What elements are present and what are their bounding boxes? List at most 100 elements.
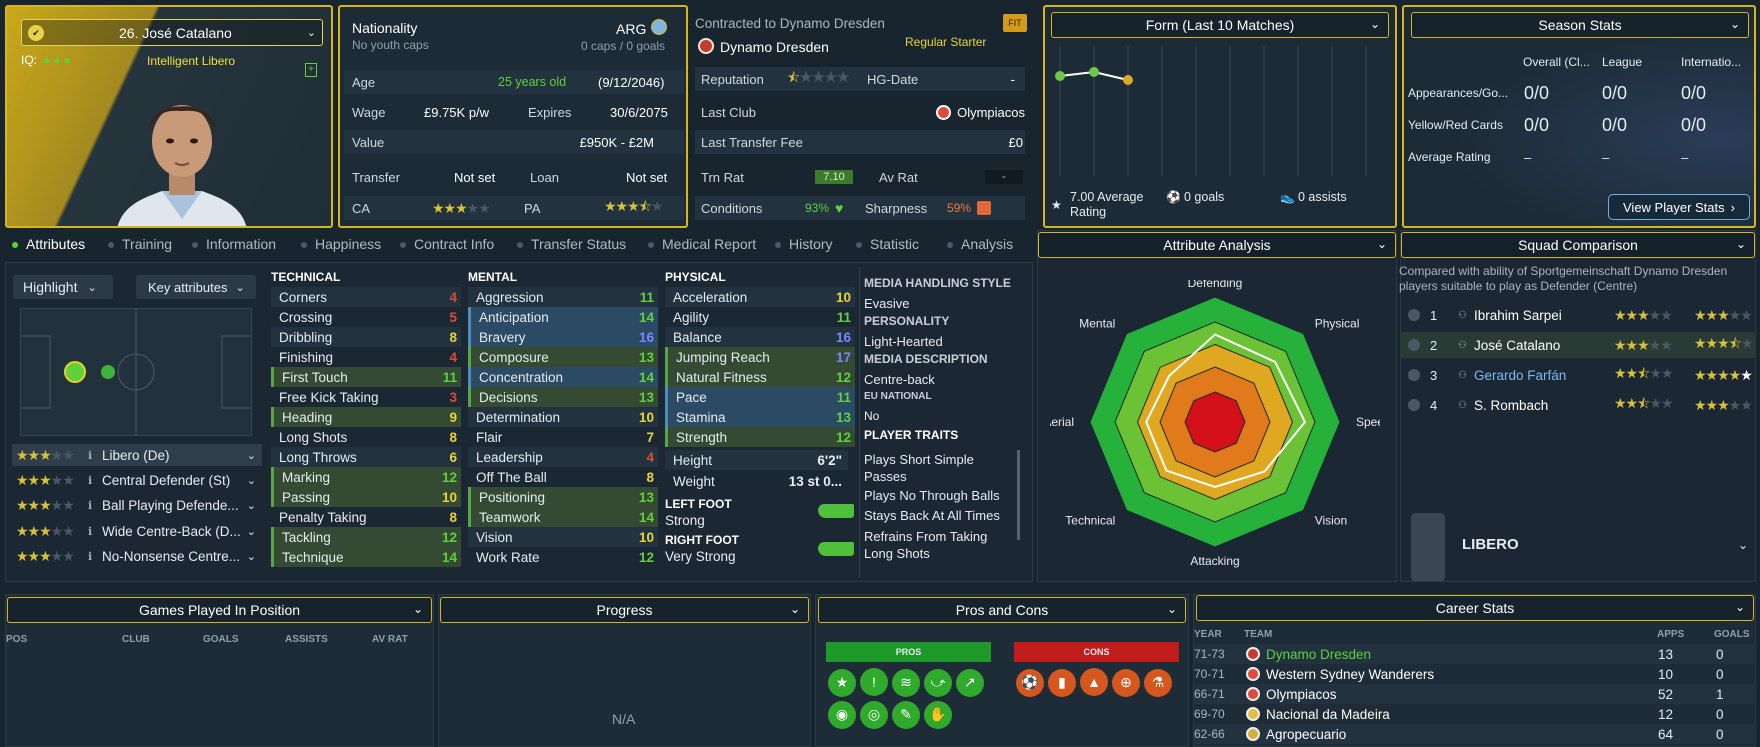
career-apps: 64 (1658, 726, 1674, 742)
person-icon: ⚇ (1458, 309, 1467, 321)
expires-label: Expires (528, 104, 572, 120)
attribute-name: Penalty Taking (279, 509, 367, 525)
season-value: – (1681, 150, 1689, 165)
career-team[interactable]: Nacional da Madeira (1266, 706, 1390, 722)
attribute-row: Jumping Reach 17 (665, 347, 855, 367)
games-dropdown[interactable]: Games Played In Position ⌄ (7, 597, 432, 623)
form-point[interactable] (1055, 71, 1065, 81)
squad-ca-stars: ★★★★★ (1614, 306, 1673, 323)
radar-axis-label: Vision (1315, 513, 1347, 527)
career-row: 70-71 Western Sydney Wanderers 10 0 (1194, 664, 1754, 684)
squad-row[interactable]: 1 ⚇ Ibrahim Sarpei ★★★★★ ★★★★★ (1400, 302, 1756, 328)
career-goals: 0 (1716, 646, 1724, 662)
highlight-label: Highlight (23, 279, 78, 295)
radio-icon[interactable] (1408, 339, 1420, 351)
career-dropdown[interactable]: Career Stats ⌄ (1196, 595, 1754, 621)
squad-ca-stars: ★★⯪★★ (1614, 365, 1673, 381)
squad-description: Compared with ability of Sportgemeinscha… (1399, 264, 1728, 293)
attribute-name: Heading (282, 409, 333, 425)
tab-information[interactable]: Information (192, 236, 276, 252)
pros-cons-dropdown[interactable]: Pros and Cons ⌄ (818, 597, 1186, 623)
radio-icon[interactable] (1408, 309, 1420, 321)
squad-row[interactable]: 3 ⚇ Gerardo Farfán ★★⯪★★ ★★★★★ (1400, 362, 1756, 388)
chevron-down-icon: ⌄ (87, 281, 97, 294)
attribute-value: 10 (638, 529, 654, 545)
traits-scrollbar[interactable] (1017, 450, 1020, 540)
chevron-down-icon[interactable]: ⌄ (1738, 538, 1749, 552)
alert-ball-icon: ! (860, 668, 888, 696)
tab-transfer-status[interactable]: Transfer Status (517, 236, 626, 252)
shortlist-icon[interactable]: + (305, 63, 317, 77)
tab-happiness[interactable]: Happiness (301, 236, 381, 252)
tab-contract-info[interactable]: Contract Info (400, 236, 494, 252)
season-value: 0/0 (1681, 115, 1707, 135)
tab-history[interactable]: History (775, 236, 833, 252)
attribute-analysis-dropdown[interactable]: Attribute Analysis ⌄ (1038, 232, 1396, 258)
progress-title: Progress (596, 602, 653, 618)
form-point[interactable] (1123, 75, 1133, 85)
form-average: 7.00 Average Rating (1070, 190, 1144, 219)
nation-code: ARG (616, 21, 647, 37)
attribute-row: Flair 7 (468, 427, 658, 447)
season-dropdown[interactable]: Season Stats ⌄ (1411, 12, 1749, 38)
form-point[interactable] (1089, 67, 1099, 77)
role-row[interactable]: ★★★★★ ℹ Central Defender (St) ⌄ (12, 469, 262, 491)
eu-value: No (864, 409, 880, 423)
attribute-name: Technique (282, 549, 344, 565)
attribute-name: Pace (676, 389, 707, 405)
attribute-value: 8 (449, 509, 457, 525)
person-icon: ⚇ (1458, 369, 1467, 381)
team-crest-icon (1246, 707, 1260, 721)
attribute-name: Jumping Reach (676, 349, 770, 365)
attribute-name: Leadership (476, 449, 543, 465)
attribute-name: Strength (676, 429, 728, 445)
radio-icon[interactable] (1408, 399, 1420, 411)
age-row: Age 25 years old (9/12/2046) (344, 70, 684, 94)
role-row[interactable]: ★★★★★ ℹ No-Nonsense Centre... ⌄ (12, 545, 262, 567)
mental-heading: MENTAL (468, 270, 518, 284)
squad-player-name[interactable]: José Catalano (1474, 337, 1561, 353)
highlight-dropdown[interactable]: Highlight ⌄ (13, 275, 113, 299)
weight-row: Weight 13 st 0... (665, 471, 848, 491)
attribute-value: 3 (449, 389, 457, 405)
attribute-name: Positioning (479, 489, 546, 505)
loan-label: Loan (530, 169, 559, 185)
wage-row: Wage £9.75K p/w Expires 30/6/2075 (344, 101, 684, 123)
key-attributes-dropdown[interactable]: Key attributes ⌄ (136, 275, 256, 299)
career-team[interactable]: Agropecuario (1266, 726, 1347, 742)
fee-row: Last Transfer Fee £0 (695, 130, 1025, 154)
role-row[interactable]: ★★★★★ ℹ Wide Centre-Back (D... ⌄ (12, 520, 262, 542)
attribute-value: 4 (449, 349, 457, 365)
squad-comparison-dropdown[interactable]: Squad Comparison ⌄ (1401, 232, 1755, 258)
chevron-down-icon: ⌄ (789, 602, 800, 616)
squad-row[interactable]: 2 ⚇ José Catalano ★★★★★ ★★★⯪★ (1400, 332, 1756, 358)
career-team[interactable]: Western Sydney Wanderers (1266, 666, 1435, 682)
tab-statistic[interactable]: Statistic (856, 236, 919, 252)
career-team[interactable]: Dynamo Dresden (1266, 646, 1372, 662)
player-name-dropdown[interactable]: ✔ 26. José Catalano ⌄ (21, 19, 323, 46)
squad-player-name[interactable]: Gerardo Farfán (1474, 367, 1567, 383)
tab-attributes[interactable]: Attributes (12, 236, 85, 252)
radio-icon[interactable] (1408, 369, 1420, 381)
form-title: Form (Last 10 Matches) (1145, 17, 1295, 33)
tab-training[interactable]: Training (108, 236, 172, 252)
reputation-row: Reputation ⯪★★★★ HG-Date - (695, 67, 1025, 91)
squad-player-name[interactable]: Ibrahim Sarpei (1474, 307, 1562, 323)
role-row[interactable]: ★★★★★ ℹ Libero (De) ⌄ (12, 444, 262, 466)
career-row: 71-73 Dynamo Dresden 13 0 (1194, 644, 1754, 664)
role-row[interactable]: ★★★★★ ℹ Ball Playing Defende... ⌄ (12, 494, 262, 516)
form-dropdown[interactable]: Form (Last 10 Matches) ⌄ (1051, 12, 1389, 38)
progress-dropdown[interactable]: Progress ⌄ (440, 597, 809, 623)
attribute-name: Acceleration (673, 289, 748, 305)
player-card: ✔ 26. José Catalano ⌄ IQ: ●●● Intelligen… (5, 5, 333, 228)
career-team[interactable]: Olympiacos (1266, 686, 1337, 702)
key-attributes-label: Key attributes (148, 279, 228, 295)
view-player-stats-button[interactable]: View Player Stats › (1608, 194, 1750, 220)
attribute-row: Concentration 14 (468, 367, 658, 387)
squad-row[interactable]: 4 ⚇ S. Rombach ★★⯪★★ ★★★★★ (1400, 392, 1756, 418)
nation-flag-icon (651, 19, 667, 35)
height-value: 6'2" (817, 452, 842, 468)
tab-analysis[interactable]: Analysis (947, 236, 1013, 252)
tab-medical-report[interactable]: Medical Report (648, 236, 756, 252)
squad-player-name[interactable]: S. Rombach (1474, 397, 1549, 413)
